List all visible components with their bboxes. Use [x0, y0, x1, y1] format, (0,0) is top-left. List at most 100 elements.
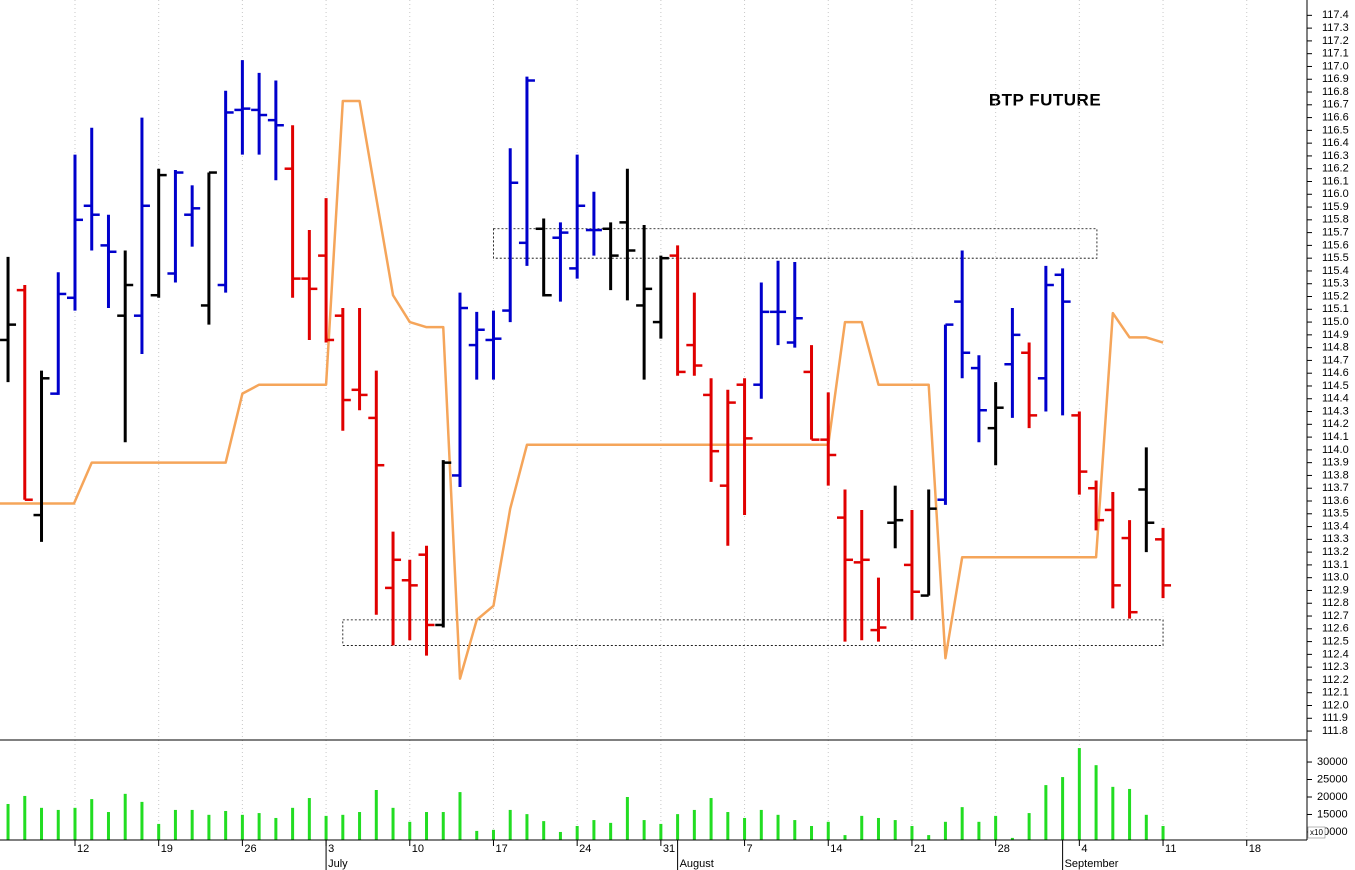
x-tick-label: 4 [1081, 843, 1087, 855]
y-tick-label: 30000 [1317, 756, 1348, 768]
volume-bar [1161, 826, 1165, 840]
volume-bar [943, 821, 947, 840]
volume-bar [609, 822, 613, 840]
y-tick-label: 116.5 [1322, 124, 1349, 136]
volume-bar [893, 820, 897, 840]
y-tick-label: 113.4 [1322, 520, 1349, 532]
y-tick-label: 112.5 [1322, 635, 1349, 647]
volume-bar [458, 792, 462, 840]
month-label: August [680, 858, 714, 870]
y-tick-label: 115.9 [1322, 201, 1349, 213]
x-tick-label: 18 [1249, 843, 1261, 855]
volume-bar [425, 812, 429, 840]
y-tick-label: 112.8 [1322, 597, 1349, 609]
y-tick-label: 115.5 [1322, 252, 1349, 264]
volume-bar [274, 817, 278, 840]
volume-bar [240, 814, 244, 840]
volume-bar [190, 809, 194, 840]
volume-bar [1061, 777, 1065, 840]
chart-title: BTP FUTURE [989, 90, 1101, 109]
volume-bar [876, 817, 880, 840]
x-tick-label: 24 [579, 843, 591, 855]
y-tick-label: 111.8 [1322, 725, 1348, 737]
volume-bar [759, 809, 763, 840]
volume-bar [475, 830, 479, 840]
volume-bar [324, 815, 328, 840]
volume-bar [642, 820, 646, 840]
volume-bar [910, 826, 914, 840]
y-tick-label: 116.3 [1322, 150, 1349, 162]
y-tick-label: 116.8 [1322, 86, 1349, 98]
volume-bar [341, 814, 345, 840]
y-tick-label: 117.1 [1322, 48, 1349, 60]
volume-bar [173, 809, 177, 840]
volume-bar [927, 835, 931, 840]
level-zone [493, 228, 1098, 259]
y-tick-label: 115.2 [1322, 290, 1349, 302]
volume-bar [391, 807, 395, 840]
volume-bar [994, 815, 998, 840]
volume-bar [793, 820, 797, 840]
y-tick-label: 114.7 [1322, 354, 1349, 366]
volume-bar [291, 807, 295, 840]
volume-bar [558, 831, 562, 840]
volume-bar [1044, 785, 1048, 840]
volume-bar [40, 807, 44, 840]
y-tick-label: 114.0 [1322, 444, 1349, 456]
y-tick-label: 115.1 [1322, 303, 1349, 315]
volume-bar [157, 823, 161, 840]
y-tick-label: 114.2 [1322, 418, 1349, 430]
volume-bar [676, 814, 680, 840]
x-tick-label: 10 [412, 843, 424, 855]
y-tick-label: 113.6 [1322, 495, 1349, 507]
x-tick-label: 14 [830, 843, 842, 855]
y-tick-label: 114.9 [1322, 329, 1349, 341]
volume-bar [709, 798, 713, 840]
volume-bar [491, 829, 495, 840]
volume-bar [1010, 837, 1014, 840]
y-tick-label: 116.7 [1322, 99, 1349, 111]
y-tick-label: 15000 [1317, 808, 1348, 820]
y-tick-label: 111.9 [1322, 712, 1348, 724]
y-tick-label: 25000 [1317, 773, 1348, 785]
volume-bar [743, 817, 747, 840]
y-tick-label: 116.0 [1322, 188, 1349, 200]
volume-bar [1094, 765, 1098, 840]
volume-bar [1077, 748, 1081, 840]
x-tick-label: 7 [747, 843, 753, 855]
volume-bar [23, 795, 27, 840]
y-tick-label: 112.4 [1322, 648, 1349, 660]
y-tick-label: 115.0 [1322, 316, 1349, 328]
y-tick-label: 115.8 [1322, 214, 1349, 226]
y-tick-label: 112.6 [1322, 623, 1349, 635]
y-tick-label: 114.3 [1322, 405, 1349, 417]
y-tick-label: 114.6 [1322, 367, 1349, 379]
volume-bar [810, 826, 814, 840]
volume-bar [207, 814, 211, 840]
month-label: September [1065, 858, 1119, 870]
y-tick-label: 113.8 [1322, 469, 1349, 481]
y-tick-label: 112.1 [1322, 687, 1349, 699]
y-tick-label: 112.2 [1322, 674, 1349, 686]
y-tick-label: 113.3 [1322, 533, 1349, 545]
y-tick-label: 114.1 [1322, 431, 1349, 443]
y-tick-label: 113.1 [1322, 559, 1349, 571]
y-tick-label: 113.0 [1322, 572, 1349, 584]
x-tick-label: 28 [998, 843, 1010, 855]
volume-bar [224, 810, 228, 840]
level-zone [342, 619, 1164, 646]
y-tick-label: 112.7 [1322, 610, 1349, 622]
volume-bar [6, 803, 10, 840]
y-tick-label: 112.0 [1322, 699, 1349, 711]
y-tick-label: 115.4 [1322, 265, 1349, 277]
month-label: July [328, 858, 348, 870]
volume-bar [726, 812, 730, 840]
volume-bar [525, 814, 529, 840]
volume-bar [575, 826, 579, 840]
x-tick-label: 26 [244, 843, 256, 855]
volume-bar [441, 812, 445, 840]
volume-bar [73, 807, 77, 840]
volume-bar [140, 801, 144, 840]
volume-bar [1128, 788, 1132, 840]
